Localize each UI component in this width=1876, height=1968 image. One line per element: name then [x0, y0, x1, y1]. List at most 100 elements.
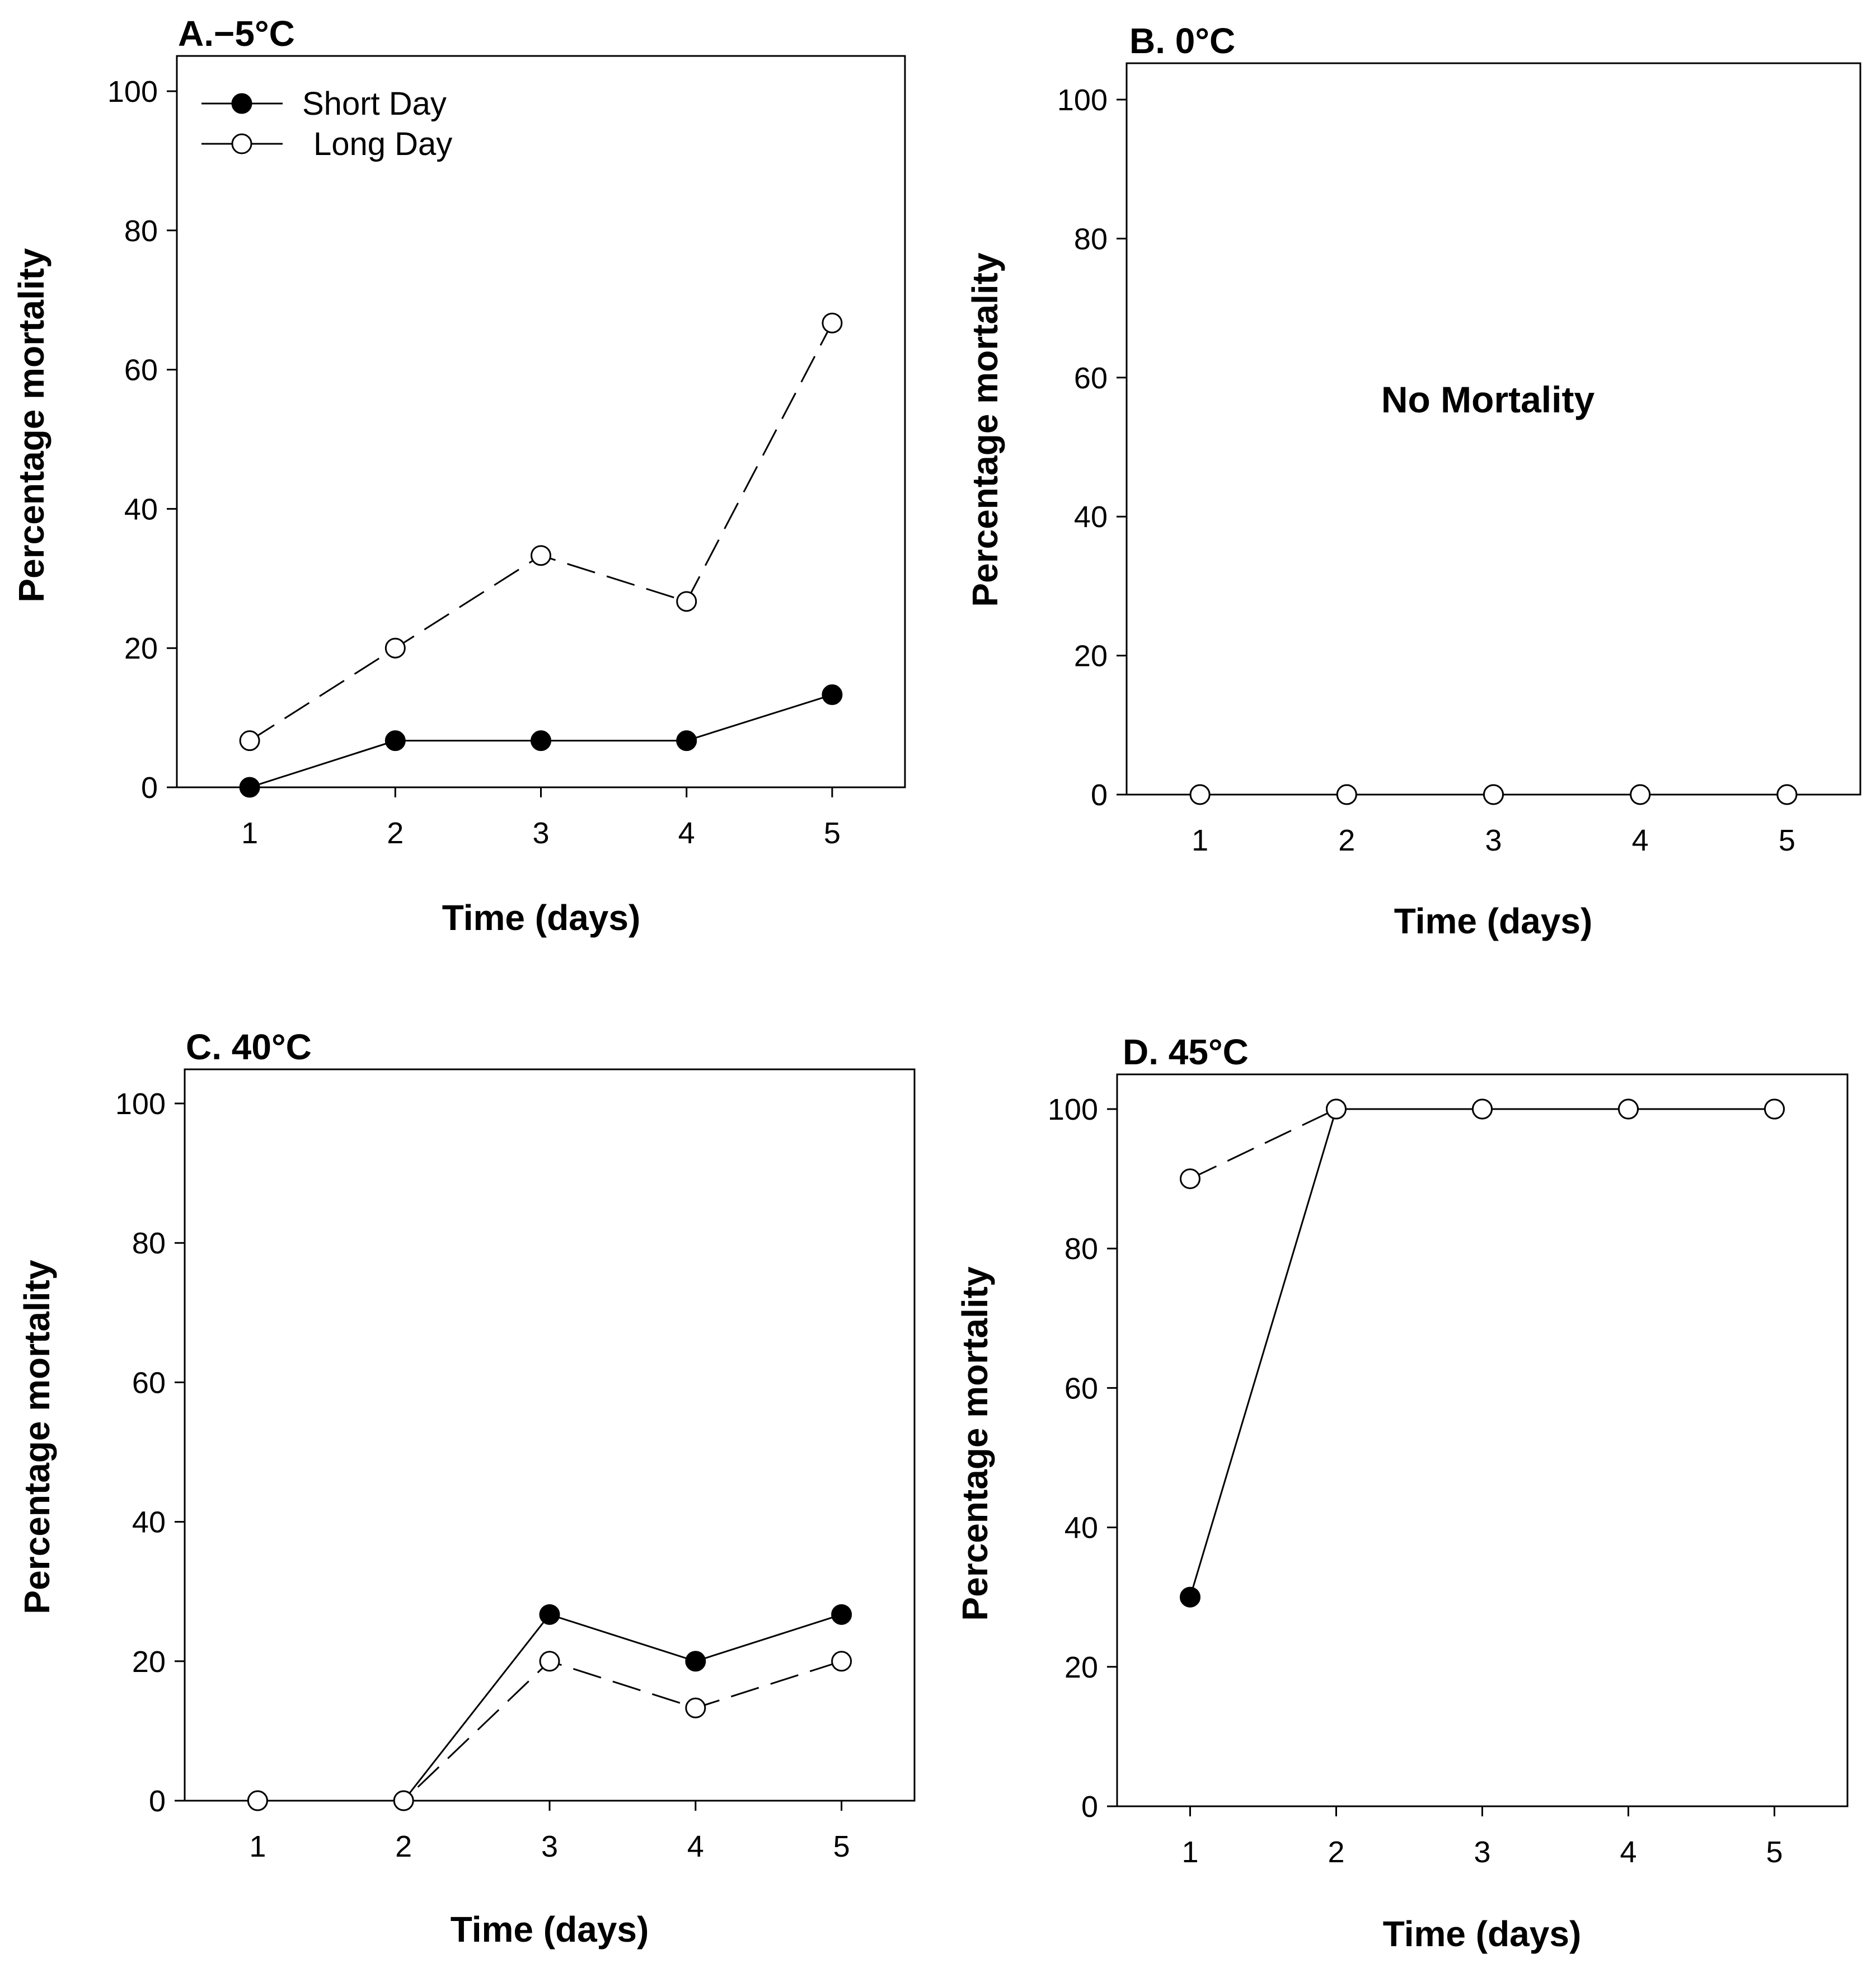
panel-b-ytick-label: 20: [1074, 640, 1108, 673]
panel-d-ytick-label: 80: [1064, 1232, 1098, 1266]
panel-a-long-day-point: [239, 730, 260, 751]
panel-b-ytick-label: 100: [1057, 83, 1108, 117]
panel-b-long-day-point: [1630, 784, 1651, 805]
panel-c: C. 40°C 0 20 40 60 80 100 1 2 3 4 5 Time (days) Perce…: [17, 1027, 916, 1950]
panel-a-ytick-label: 20: [124, 632, 158, 665]
panel-c-frame: [184, 1068, 916, 1802]
panel-a-legend: Short Day Long Day: [201, 86, 452, 162]
panel-b-xtick-label: 4: [1632, 824, 1649, 857]
panel-a-long-day-point: [384, 637, 406, 659]
panel-d-title: D. 45°C: [1123, 1032, 1249, 1072]
panel-a-ytick-label: 60: [124, 354, 158, 387]
panel-c-xtick-label: 1: [249, 1830, 266, 1863]
panel-b-ylabel: Percentage mortality: [965, 252, 1005, 607]
panel-d: D. 45°C 0 20 40 60 80 100 1 2 3 4 5 Time (days) Perce…: [955, 1032, 1849, 1954]
panel-a-frame: [176, 55, 906, 788]
panel-c-ytick-label: 40: [132, 1506, 166, 1539]
panel-b-long-day-point: [1776, 784, 1798, 805]
panel-a-short-day-point: [239, 777, 260, 798]
panel-d-short-day-point: [1180, 1586, 1200, 1608]
panel-a-short-day-point: [822, 684, 843, 706]
panel-b-xtick-label: 1: [1192, 824, 1208, 857]
panel-a-xlabel: Time (days): [442, 898, 641, 938]
panel-a-short-day-point: [384, 730, 406, 751]
panel-c-ytick-label: 20: [132, 1645, 166, 1679]
panel-a-long-day-point: [676, 591, 697, 612]
panel-c-ytick-label: 60: [132, 1366, 166, 1399]
panel-c-short-day-point: [539, 1604, 560, 1625]
panel-d-xtick-label: 4: [1620, 1835, 1636, 1869]
panel-c-xtick-label: 4: [687, 1830, 704, 1863]
panel-d-ytick-label: 60: [1064, 1372, 1098, 1405]
panel-d-xtick-label: 5: [1766, 1835, 1783, 1869]
panel-c-short-day-line: [257, 1613, 842, 1802]
panel-b-title: B. 0°C: [1129, 21, 1235, 61]
panel-a: A.−5°C 0 20 40 60 80 100 1 2 3 4 5 Time (days) Percen…: [11, 13, 906, 938]
panel-b-ytick-label: 80: [1074, 222, 1108, 256]
panel-d-long-day-point: [1764, 1098, 1785, 1120]
panel-c-long-day-point: [247, 1790, 268, 1811]
panel-d-long-day-point: [1180, 1168, 1200, 1190]
panel-b: B. 0°C 0 20 40 60 80 100 1 2 3 4 5 Time (days) Percen…: [965, 21, 1861, 941]
panel-d-ylabel: Percentage mortality: [955, 1266, 995, 1621]
legend-label: Long Day: [313, 126, 452, 162]
panel-a-ytick-label: 80: [124, 214, 158, 248]
panel-d-long-day-line: [1189, 1108, 1775, 1180]
panel-a-ytick-label: 40: [124, 492, 158, 526]
panel-d-xtick-label: 1: [1181, 1835, 1198, 1869]
panel-a-xtick-label: 3: [532, 816, 549, 850]
legend-marker: [231, 93, 252, 114]
panel-a-ytick-label: 0: [141, 771, 158, 805]
panel-c-xtick-label: 3: [541, 1830, 558, 1863]
panel-b-long-day-point: [1483, 784, 1504, 805]
panel-a-long-day-point: [822, 312, 843, 334]
panel-a-long-day-point: [531, 545, 551, 566]
panel-c-title: C. 40°C: [186, 1027, 312, 1067]
panel-d-short-day-line: [1189, 1108, 1775, 1598]
panel-d-ytick-label: 40: [1064, 1511, 1098, 1545]
panel-b-annotation: No Mortality: [1381, 379, 1595, 420]
panel-c-xlabel: Time (days): [451, 1909, 649, 1950]
panel-b-ytick-label: 0: [1091, 778, 1108, 812]
panel-b-xtick-label: 5: [1779, 824, 1795, 857]
panel-c-long-day-point: [539, 1651, 560, 1672]
panel-a-xtick-label: 1: [241, 816, 258, 850]
panel-c-long-day-point: [831, 1651, 852, 1672]
panel-b-long-day-point: [1336, 784, 1357, 805]
panel-b-xtick-label: 3: [1485, 824, 1502, 857]
panel-c-xtick-label: 2: [395, 1830, 412, 1863]
panel-d-long-day-point: [1618, 1098, 1639, 1120]
panel-a-xtick-label: 4: [678, 816, 695, 850]
panel-c-long-day-point: [393, 1790, 414, 1811]
panel-a-short-day-point: [531, 730, 551, 751]
panel-a-xtick-label: 2: [387, 816, 404, 850]
panel-d-xtick-label: 3: [1474, 1835, 1490, 1869]
panel-d-ytick-label: 20: [1064, 1651, 1098, 1684]
panel-b-xtick-label: 2: [1338, 824, 1355, 857]
panel-d-ytick-label: 0: [1081, 1790, 1098, 1824]
panel-c-ylabel: Percentage mortality: [17, 1260, 57, 1614]
panel-a-title: A.−5°C: [178, 13, 295, 54]
panel-d-long-day-point: [1472, 1098, 1493, 1120]
panel-b-xlabel: Time (days): [1394, 901, 1593, 941]
panel-c-xtick-label: 5: [833, 1830, 850, 1863]
panel-c-ytick-label: 80: [132, 1227, 166, 1260]
panel-a-ylabel: Percentage mortality: [11, 248, 51, 603]
panel-b-ytick-label: 40: [1074, 500, 1108, 534]
panel-c-ytick-label: 0: [149, 1784, 166, 1818]
panel-d-xlabel: Time (days): [1383, 1914, 1582, 1954]
panel-b-long-day-point: [1189, 784, 1211, 805]
panel-a-xtick-label: 5: [824, 816, 841, 850]
legend-label: Short Day: [302, 86, 447, 122]
panel-a-ytick-label: 100: [107, 75, 158, 109]
panel-c-short-day-point: [685, 1651, 706, 1672]
panel-d-frame: [1116, 1073, 1849, 1807]
panel-a-short-day-point: [676, 730, 697, 751]
panel-c-ytick-label: 100: [115, 1087, 166, 1121]
legend-marker: [231, 133, 252, 154]
panel-d-xtick-label: 2: [1328, 1835, 1344, 1869]
panel-c-long-day-line: [257, 1660, 842, 1802]
panel-c-short-day-point: [831, 1604, 852, 1625]
panel-c-long-day-point: [685, 1697, 706, 1718]
